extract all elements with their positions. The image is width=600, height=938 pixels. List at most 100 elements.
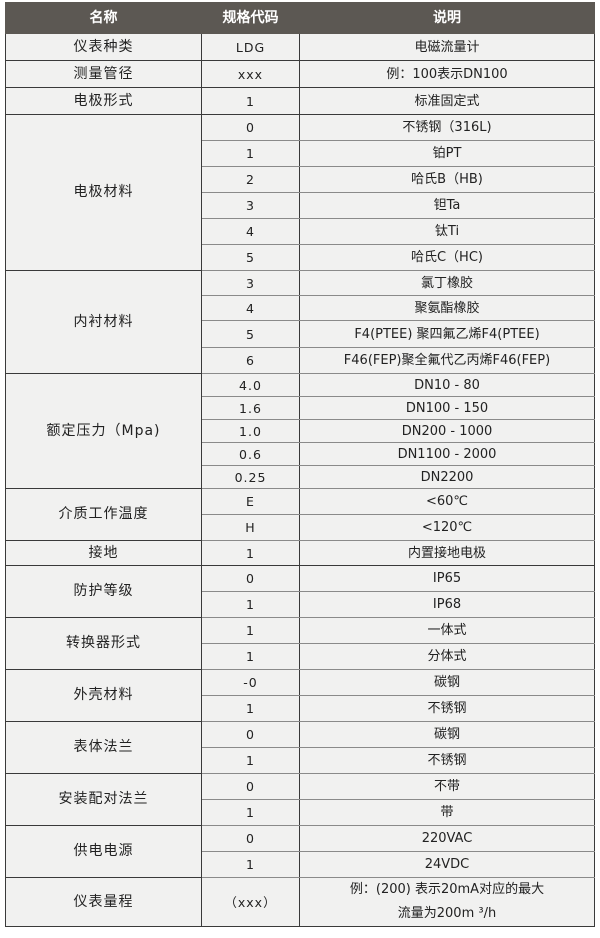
table-row: H <120℃ xyxy=(6,514,595,541)
spec-code: 4.0 xyxy=(201,373,300,397)
table-row: 0.25 DN2200 xyxy=(6,465,595,489)
spec-code: 1.0 xyxy=(201,419,300,443)
spec-code: 0.25 xyxy=(201,465,300,489)
table-row: 电极形式 1 标准固定式 xyxy=(5,87,595,115)
table-row: 2 哈氏B（HB) xyxy=(6,166,595,193)
table-row: 介质工作温度 E <60℃ xyxy=(5,488,595,541)
spec-code: 3 xyxy=(201,270,300,296)
table-row: 额定压力（Mpa) 4.0 DN10 - 80 xyxy=(5,373,595,489)
item-name: 转换器形式 xyxy=(5,617,202,670)
spec-code: 1 xyxy=(201,617,300,644)
spec-description: 碳钢 xyxy=(299,669,595,696)
spec-description: F4(PTEE) 聚四氟乙烯F4(PTEE) xyxy=(299,320,595,348)
item-name: 防护等级 xyxy=(5,565,202,618)
spec-code: 0 xyxy=(201,721,300,748)
spec-code: 1 xyxy=(201,140,300,167)
spec-code: 0 xyxy=(201,825,300,852)
header-description: 说明 xyxy=(299,2,595,34)
spec-description: 氯丁橡胶 xyxy=(299,270,595,296)
item-name: 安装配对法兰 xyxy=(5,773,202,826)
spec-description: 钛Ti xyxy=(299,218,595,245)
table-row: 0.6 DN1100 - 2000 xyxy=(6,442,595,466)
spec-code: 4 xyxy=(201,218,300,245)
spec-code: 6 xyxy=(201,347,300,374)
spec-code: E xyxy=(201,488,300,515)
spec-description: 哈氏B（HB) xyxy=(299,166,595,193)
spec-description: 不锈钢 xyxy=(299,747,595,774)
spec-description: 钽Ta xyxy=(299,192,595,219)
spec-code: 3 xyxy=(201,192,300,219)
spec-code: 1 xyxy=(201,87,300,115)
spec-description: DN100 - 150 xyxy=(299,396,595,420)
table-row: 内衬材料 3 氯丁橡胶 xyxy=(5,270,595,374)
table-row: 5 F4(PTEE) 聚四氟乙烯F4(PTEE) xyxy=(6,320,595,348)
spec-description: <60℃ xyxy=(299,488,595,515)
spec-description: F46(FEP)聚全氟代乙丙烯F46(FEP) xyxy=(299,347,595,374)
table-row: 防护等级 0 IP65 xyxy=(5,565,595,618)
item-name: 供电电源 xyxy=(5,825,202,878)
table-row: 外壳材料 -0 碳钢 xyxy=(5,669,595,722)
spec-table: 名称 规格代码 说明 仪表种类 LDG 电磁流量计 测量管径 xxx 例：100表示DN1… xyxy=(5,2,595,927)
item-name: 电极材料 xyxy=(5,114,202,271)
spec-description: 一体式 xyxy=(299,617,595,644)
item-name: 额定压力（Mpa) xyxy=(5,373,202,489)
spec-description: 带 xyxy=(299,799,595,826)
table-row: 1 不锈钢 xyxy=(6,695,595,722)
spec-code: 0.6 xyxy=(201,442,300,466)
spec-description: 24VDC xyxy=(299,851,595,878)
spec-description: DN200 - 1000 xyxy=(299,419,595,443)
spec-description: 铂PT xyxy=(299,140,595,167)
spec-code: 1 xyxy=(201,799,300,826)
spec-description: DN1100 - 2000 xyxy=(299,442,595,466)
spec-description: 聚氨酯橡胶 xyxy=(299,295,595,321)
spec-description: 碳钢 xyxy=(299,721,595,748)
spec-description: <120℃ xyxy=(299,514,595,541)
spec-description: 分体式 xyxy=(299,643,595,670)
spec-description: 220VAC xyxy=(299,825,595,852)
header-row: 名称 规格代码 说明 xyxy=(5,2,595,34)
table-row: 安装配对法兰 0 不带 xyxy=(5,773,595,826)
table-row: 表体法兰 0 碳钢 xyxy=(5,721,595,774)
spec-code: 1 xyxy=(201,851,300,878)
item-name: 介质工作温度 xyxy=(5,488,202,541)
table-row: 1.0 DN200 - 1000 xyxy=(6,419,595,443)
spec-description: 不锈钢 xyxy=(299,695,595,722)
item-name: 电极形式 xyxy=(5,87,202,115)
table-row: 仪表种类 LDG 电磁流量计 xyxy=(5,33,595,61)
spec-description: DN2200 xyxy=(299,465,595,489)
spec-code: 1.6 xyxy=(201,396,300,420)
spec-code: 5 xyxy=(201,244,300,271)
spec-code: -0 xyxy=(201,669,300,696)
spec-code: 1 xyxy=(201,591,300,618)
spec-code: 4 xyxy=(201,295,300,321)
spec-code: LDG xyxy=(201,33,300,61)
item-name: 内衬材料 xyxy=(5,270,202,374)
table-row: 4 钛Ti xyxy=(6,218,595,245)
spec-code: 5 xyxy=(201,320,300,348)
table-row: 转换器形式 1 一体式 xyxy=(5,617,595,670)
table-row: 1 24VDC xyxy=(6,851,595,878)
table-row: 测量管径 xxx 例：100表示DN100 xyxy=(5,60,595,88)
spec-description: 不带 xyxy=(299,773,595,800)
item-name: 外壳材料 xyxy=(5,669,202,722)
spec-code: 1 xyxy=(201,747,300,774)
spec-code: 1 xyxy=(201,643,300,670)
item-name: 测量管径 xyxy=(5,60,202,88)
item-name: 仪表量程 xyxy=(5,877,202,927)
item-name: 接地 xyxy=(5,540,202,566)
table-row: 接地 1 内置接地电极 xyxy=(5,540,595,566)
spec-table-container: 名称 规格代码 说明 仪表种类 LDG 电磁流量计 测量管径 xxx 例：100表示DN1… xyxy=(5,2,595,927)
spec-description: 电磁流量计 xyxy=(299,33,595,61)
table-row: 6 F46(FEP)聚全氟代乙丙烯F46(FEP) xyxy=(6,347,595,374)
header-code: 规格代码 xyxy=(201,2,300,34)
spec-code: （xxx） xyxy=(201,877,300,927)
spec-code: 2 xyxy=(201,166,300,193)
spec-code: xxx xyxy=(201,60,300,88)
spec-code: 1 xyxy=(201,695,300,722)
spec-description: 哈氏C（HC) xyxy=(299,244,595,271)
spec-description: IP68 xyxy=(299,591,595,618)
table-row: 仪表量程 （xxx） 例：(200) 表示20mA对应的最大 流量为200m ³/h xyxy=(5,877,595,927)
spec-description: 例：100表示DN100 xyxy=(299,60,595,88)
spec-description: 不锈钢（316L) xyxy=(299,114,595,141)
